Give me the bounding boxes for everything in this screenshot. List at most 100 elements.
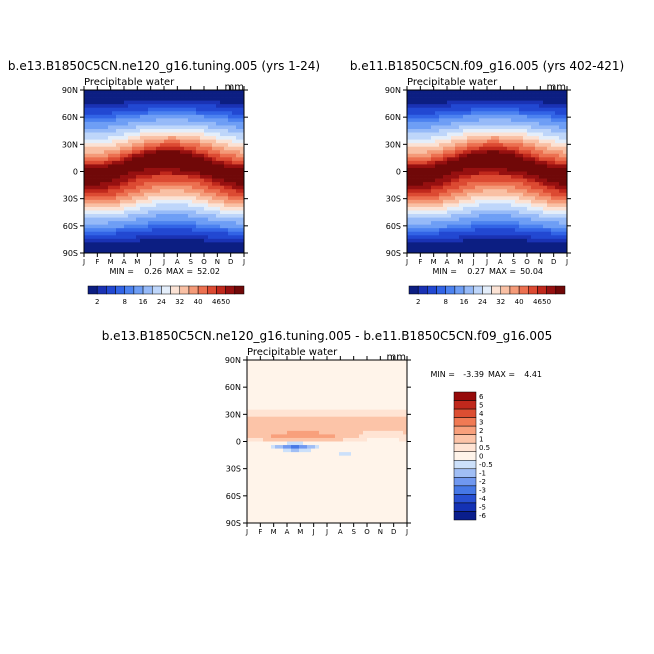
panel-2-cell [531,128,536,133]
panel-2-cell [555,206,560,211]
panel-2-cell [455,100,460,105]
panel-1-cell [132,167,137,172]
panel-3-cell [279,508,284,513]
panel-1-cell [216,128,221,133]
panel-2-cell [523,90,528,94]
panel-3-cell [287,491,292,495]
panel-1-cell [208,153,213,158]
panel-3-cell [303,448,308,453]
panel-3-cell [267,452,272,457]
panel-2-cell [551,217,556,222]
panel-1-cell [176,114,181,119]
panel-1-cell [96,164,101,169]
panel-1-cell [84,114,89,119]
panel-3-cell [295,406,300,410]
panel-3-cell [295,413,300,418]
panel-2-cell [475,245,480,250]
panel-2-cell [563,175,568,179]
panel-1-cell [152,143,157,148]
panel-2-cell [475,160,480,165]
panel-1-cell [228,189,233,194]
panel-3-cell [263,398,268,403]
panel-3-cell [331,469,336,474]
panel-3-cell [283,455,288,460]
panel-3-cell [331,406,336,410]
panel-1-cell [180,139,185,144]
panel-3-cell [315,466,320,471]
panel-2-cell [563,90,568,94]
panel-2-cell [491,111,496,116]
panel-3-cell [331,473,336,478]
panel-3-cell [247,512,252,517]
panel-1-cell [140,210,145,215]
panel-1-units: mm [225,82,244,93]
panel-2-cell [551,114,556,119]
panel-1-cell [148,196,153,201]
panel-1-cell [96,100,101,105]
panel-1-cell [168,128,173,133]
panel-2-cell [435,132,440,137]
panel-2-cell [407,107,412,112]
panel-1-xtick-label: A [122,258,127,266]
panel-3-cell [275,413,280,418]
panel-2-ytick-label: 90N [385,86,401,95]
panel-1-cell [212,182,217,187]
panel-2-cell [435,199,440,204]
panel-2-cell [543,125,548,130]
panel-2-cell [455,203,460,208]
panel-3-cell [279,430,284,435]
panel-2-cell [495,231,500,236]
panel-2-cell [487,160,492,165]
panel-1-cell [176,146,181,151]
panel-2-cell [407,104,412,109]
panel-1-cell [128,93,133,98]
panel-1-cell [144,182,149,187]
panel-1-cell [240,249,245,254]
panel-3-cell [339,459,344,464]
panel-3-cell [303,395,308,400]
panel-3-cell [339,501,344,506]
panel-3-cell [319,377,324,382]
panel-3-cell [339,409,344,414]
panel-1-cell [88,206,93,211]
panel-1-cell [232,146,237,151]
panel-3-units: mm [387,352,406,363]
panel-2-cell [563,150,568,155]
panel-2-cell [471,150,476,155]
panel-2-cell [431,249,436,254]
panel-1-cell [220,231,225,236]
panel-1-cell [156,192,161,197]
panel-1-ytick-label: 0 [73,168,78,177]
panel-2-cell [519,153,524,158]
panel-2-cell [555,132,560,137]
panel-2-cell [547,93,552,98]
panel-3-cell [331,420,336,425]
panel-1-cell [192,178,197,183]
panel-2-cell [507,192,512,197]
panel-3-cell [307,491,312,495]
panel-1-cell [236,245,241,250]
panel-3-cell [267,370,272,375]
panel-2-xtick-label: O [524,258,530,266]
panel-3-cell [311,423,316,428]
panel-2-cell [507,104,512,109]
panel-1-cell [84,132,89,137]
panel-2-cell [547,157,552,162]
panel-3-cell [299,409,304,414]
panel-2-cell [427,182,432,187]
panel-1-cell [112,238,117,243]
panel-3-cell [279,391,284,396]
panel-2-cell [503,182,508,187]
panel-2-cell [451,160,456,165]
panel-1-cell [216,189,221,194]
panel-1-cell [216,249,221,254]
panel-2-cell [515,143,520,148]
panel-1-cell [112,97,117,101]
panel-2-cell [459,214,464,218]
panel-1-cell [196,221,201,225]
panel-1-cell [224,167,229,172]
panel-2-cell [559,175,564,179]
panel-2-cell [483,153,488,158]
panel-2-cell [555,128,560,133]
panel-1-cell [200,167,205,172]
